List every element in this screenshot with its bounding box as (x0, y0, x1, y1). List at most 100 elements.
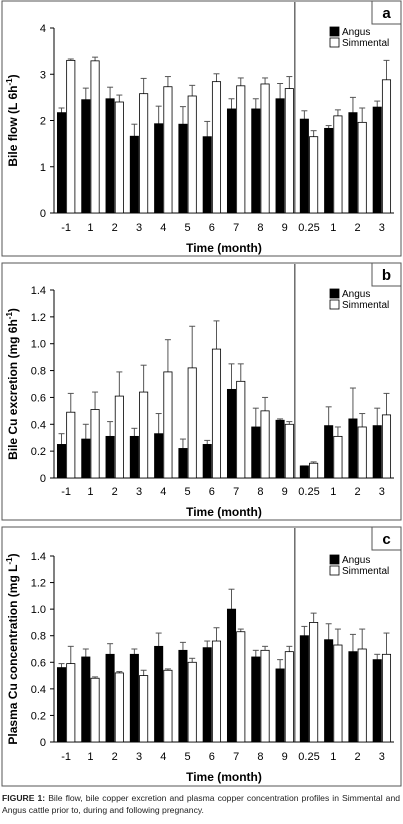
bar-angus (251, 426, 261, 479)
y-tick-label: 1.4 (31, 551, 46, 563)
bar-group (357, 628, 367, 743)
bar-group (187, 657, 197, 743)
bar-group (66, 645, 76, 743)
figure-caption-text: Bile flow, bile copper excretion and pla… (2, 793, 400, 815)
bar-group (187, 84, 197, 214)
x-axis-title: Time (month) (186, 241, 262, 255)
y-tick-label: 1 (40, 162, 46, 174)
bar-group (163, 668, 173, 743)
bar-angus (56, 667, 67, 743)
bar-angus (226, 388, 237, 479)
figure-caption: FIGURE 1: Bile flow, bile copper excreti… (2, 792, 400, 816)
x-tick-label: 5 (185, 222, 191, 234)
bar-group (236, 363, 246, 479)
y-tick-label: 0.6 (31, 657, 46, 669)
bar-angus (251, 108, 261, 214)
bar-group (114, 671, 124, 743)
x-tick-label: -1 (61, 222, 71, 234)
y-axis-title: Bile flow (L 6h-1) (5, 74, 20, 166)
y-axis-title-main: Bile flow (L 6h (6, 86, 20, 167)
bar-angus (324, 425, 334, 479)
bar-simmental (139, 391, 149, 479)
bar-group (324, 623, 334, 743)
bar-angus (129, 653, 139, 743)
bar-group (56, 663, 67, 743)
bar-group (226, 98, 237, 214)
bar-group (226, 588, 237, 743)
bar-simmental (381, 414, 392, 479)
bar-group (139, 669, 149, 743)
y-tick-label: 1.4 (31, 285, 46, 297)
bar-group (139, 364, 149, 479)
legend-swatch (329, 26, 340, 37)
x-tick-label: 0.25 (298, 486, 319, 498)
bar-group (105, 643, 115, 743)
bar-simmental (163, 669, 173, 743)
x-tick-label: 3 (379, 751, 385, 763)
bar-group (90, 391, 100, 479)
bar-angus (202, 444, 212, 479)
bar-group (129, 427, 139, 479)
bar-group (275, 659, 285, 743)
y-tick-label: 0 (40, 737, 46, 749)
x-tick-label: 8 (257, 751, 263, 763)
bar-group (154, 105, 164, 214)
x-tick-label: 4 (160, 751, 166, 763)
bar-simmental (211, 640, 222, 743)
panel-letter: b (382, 267, 391, 284)
bar-group (129, 648, 139, 743)
panel-letter: c (382, 531, 390, 548)
bar-angus (275, 668, 285, 743)
y-axis-title-superscript: -1 (5, 312, 14, 320)
legend-swatch (329, 299, 340, 310)
bar-group (202, 439, 212, 479)
bar-angus (299, 635, 309, 743)
bar-group (178, 106, 188, 214)
x-tick-label: 1 (87, 751, 93, 763)
x-tick-label: 8 (257, 222, 263, 234)
bar-group (178, 438, 188, 479)
panel-frame (1, 526, 402, 787)
bar-group (81, 87, 91, 214)
x-tick-label: 0.25 (298, 751, 319, 763)
bar-angus (202, 136, 212, 214)
x-tick-label: 3 (136, 751, 142, 763)
bar-group (114, 371, 124, 479)
x-tick-label: 7 (233, 222, 239, 234)
bar-simmental (284, 423, 294, 479)
bar-group (56, 107, 67, 214)
bar-angus (372, 659, 382, 743)
x-axis-title: Time (month) (186, 770, 262, 784)
bar-group (357, 413, 367, 479)
bar-angus (348, 418, 358, 479)
x-tick-label: 3 (379, 486, 385, 498)
bar-group (381, 392, 392, 479)
bar-angus (178, 649, 188, 743)
y-tick-label: 0 (40, 473, 46, 485)
bar-angus (81, 656, 91, 743)
x-tick-label: 1 (330, 751, 336, 763)
y-axis-title: Bile Cu excretion (mg 6h-1) (5, 308, 20, 460)
bar-group (90, 56, 100, 214)
x-tick-label: 4 (160, 222, 166, 234)
bar-simmental (333, 435, 343, 479)
bar-simmental (163, 371, 173, 479)
bar-simmental (309, 622, 319, 743)
chart-panel-c: c 0 0.2 0.4 0.6 0.8 1.0 1.2 1.4 Plasma Cu concent… (1, 526, 402, 787)
bar-group (139, 77, 149, 214)
bar-group (251, 649, 261, 743)
panel-letter-box: c (371, 526, 402, 551)
bar-group (260, 396, 270, 479)
y-tick-label: 4 (40, 23, 46, 35)
bar-simmental (381, 653, 392, 743)
legend-label: Angus (342, 27, 370, 38)
bar-simmental (90, 677, 100, 743)
legend-label: Angus (342, 555, 370, 566)
bar-angus (154, 433, 164, 479)
bar-angus (348, 651, 358, 743)
panel-letter-frame (371, 526, 402, 551)
bar-group (372, 407, 382, 479)
bar-group (114, 94, 124, 214)
bar-simmental (163, 86, 173, 214)
